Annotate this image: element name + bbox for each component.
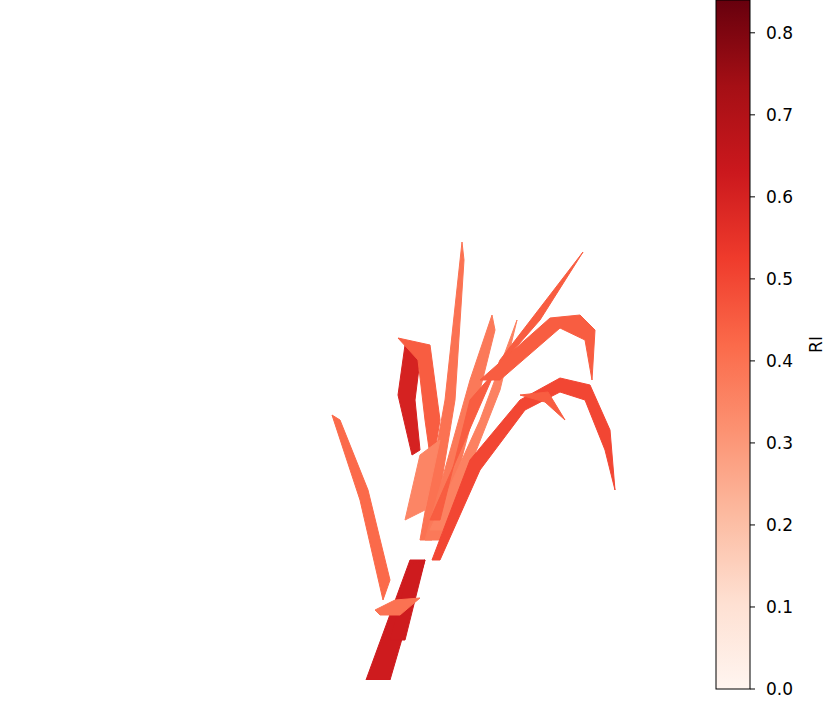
colorbar-tick [750, 114, 755, 115]
colorbar-tick [750, 278, 755, 279]
leaf-region [432, 378, 615, 560]
colorbar-tick-label: 0.5 [766, 269, 793, 289]
leaf-region [332, 415, 390, 600]
leaf-region [375, 598, 420, 615]
colorbar-tick [750, 442, 755, 443]
colorbar [716, 0, 750, 689]
leaf-region [405, 440, 440, 520]
colorbar-tick [750, 689, 755, 690]
colorbar-frame [716, 0, 750, 689]
colorbar-tick [750, 196, 755, 197]
chart: 0.0 0.1 0.2 0.3 0.4 0.5 0.6 0.7 0.8 RI [0, 0, 826, 702]
leaf-region [480, 315, 595, 380]
colorbar-tick-label: 0.7 [766, 105, 793, 125]
colorbar-tick [750, 32, 755, 33]
colorbar-label: RI [806, 336, 826, 353]
leaf-region [520, 392, 565, 420]
colorbar-tick [750, 360, 755, 361]
leaf-region [366, 560, 425, 680]
plant [332, 242, 615, 680]
colorbar-tick-label: 0.0 [766, 679, 793, 699]
colorbar-tick [750, 524, 755, 525]
colorbar-tick-label: 0.2 [766, 515, 793, 535]
colorbar-tick-label: 0.6 [766, 187, 793, 207]
colorbar-tick [750, 606, 755, 607]
colorbar-tick-label: 0.8 [766, 23, 793, 43]
leaf-region [398, 345, 420, 455]
colorbar-tick-label: 0.3 [766, 433, 793, 453]
colorbar-tick-label: 0.1 [766, 597, 793, 617]
colorbar-tick-label: 0.4 [766, 351, 793, 371]
